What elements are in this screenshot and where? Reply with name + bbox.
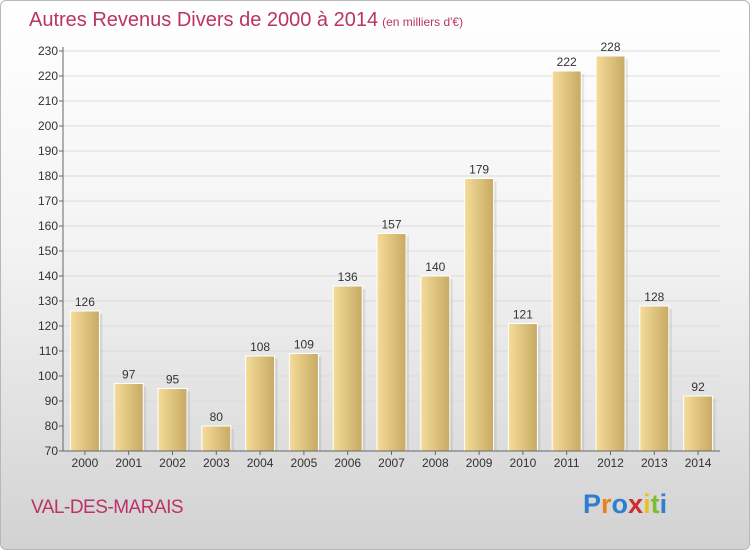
data-label: 140 <box>425 260 445 274</box>
chart-subtitle: (en milliers d'€) <box>382 15 464 29</box>
bar <box>69 310 100 452</box>
x-tick-label: 2012 <box>597 456 624 470</box>
bar <box>157 388 188 452</box>
title-text: Autres Revenus Divers de 2000 à 2014 <box>29 9 379 31</box>
y-tick-label: 90 <box>45 394 59 408</box>
data-label: 179 <box>469 163 489 177</box>
y-tick-label: 170 <box>38 194 58 208</box>
bar <box>683 395 714 452</box>
bar <box>420 275 451 452</box>
y-tick-label: 180 <box>38 169 58 183</box>
bar <box>551 70 582 452</box>
data-label: 92 <box>691 380 705 394</box>
labels: 7080901001101201301401501601701801902002… <box>38 40 712 470</box>
x-tick-label: 2006 <box>334 456 361 470</box>
bar <box>507 323 538 452</box>
data-label: 128 <box>644 290 664 304</box>
place-name: VAL-DES-MARAIS <box>31 497 184 518</box>
logo-letter: i <box>659 489 668 519</box>
bar <box>245 355 276 452</box>
chart-title: Autres Revenus Divers de 2000 à 2014 (en … <box>29 9 463 32</box>
bar <box>113 383 144 452</box>
data-label: 136 <box>338 270 358 284</box>
x-tick-label: 2010 <box>510 456 537 470</box>
bar <box>639 305 670 452</box>
x-tick-label: 2011 <box>554 456 580 470</box>
logo-letter: t <box>650 489 660 519</box>
y-tick-label: 200 <box>38 119 58 133</box>
y-tick-label: 230 <box>38 44 58 58</box>
logo-letter: i <box>643 489 651 519</box>
y-tick-label: 150 <box>38 244 58 258</box>
data-label: 108 <box>250 340 270 354</box>
y-tick-label: 130 <box>38 294 58 308</box>
y-tick-label: 140 <box>38 269 58 283</box>
y-tick-label: 120 <box>38 319 58 333</box>
data-label: 95 <box>166 373 180 387</box>
x-tick-label: 2000 <box>72 456 99 470</box>
data-label: 80 <box>210 410 224 424</box>
data-label: 126 <box>75 295 95 309</box>
x-tick-label: 2001 <box>115 456 142 470</box>
bar <box>464 178 495 452</box>
x-tick-label: 2003 <box>203 456 230 470</box>
x-tick-label: 2002 <box>159 456 186 470</box>
x-tick-label: 2008 <box>422 456 449 470</box>
x-tick-label: 2004 <box>247 456 274 470</box>
x-tick-label: 2005 <box>291 456 318 470</box>
data-label: 157 <box>381 218 401 232</box>
x-tick-label: 2014 <box>685 456 712 470</box>
bar <box>595 55 626 452</box>
y-tick-label: 80 <box>45 419 59 433</box>
logo-letter: x <box>628 489 644 519</box>
x-tick-label: 2007 <box>378 456 405 470</box>
axes <box>59 47 720 455</box>
bar <box>332 285 363 452</box>
bars <box>69 55 716 452</box>
y-tick-label: 210 <box>38 94 58 108</box>
bar <box>201 425 232 452</box>
y-tick-label: 190 <box>38 144 58 158</box>
logo-letter: r <box>601 489 612 519</box>
bar <box>288 353 319 452</box>
x-tick-label: 2009 <box>466 456 493 470</box>
data-label: 222 <box>557 55 577 69</box>
y-tick-label: 110 <box>39 344 58 358</box>
data-label: 121 <box>513 308 533 322</box>
y-tick-label: 220 <box>38 69 58 83</box>
y-tick-label: 160 <box>38 219 58 233</box>
y-tick-label: 70 <box>45 444 59 458</box>
logo-letter: o <box>611 489 629 519</box>
y-tick-label: 100 <box>38 369 58 383</box>
logo-letter: P <box>583 489 602 519</box>
data-label: 97 <box>122 368 136 382</box>
data-label: 228 <box>600 40 620 54</box>
proxiti-logo[interactable]: Proxiti <box>583 489 667 520</box>
bar <box>376 233 407 452</box>
x-tick-label: 2013 <box>641 456 668 470</box>
data-label: 109 <box>294 338 314 352</box>
